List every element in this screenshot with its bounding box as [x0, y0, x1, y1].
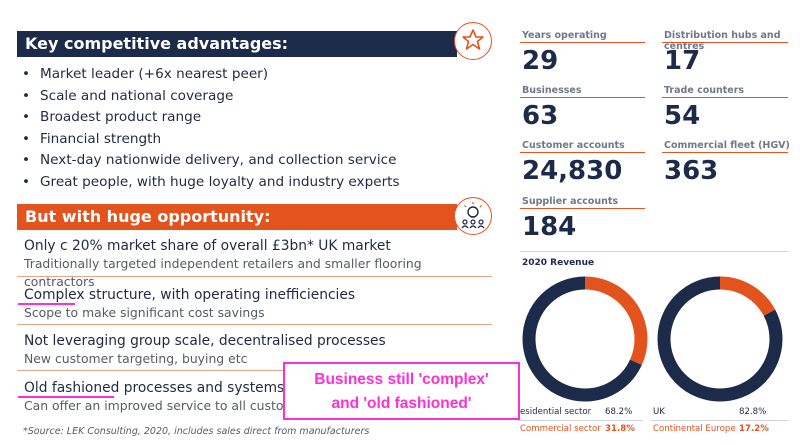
callout-box: Business still 'complex' and 'old fashio…	[283, 362, 520, 420]
stat-value-customer-accounts: 24,830	[522, 156, 623, 186]
legend-value-uk: 82.8%	[739, 407, 767, 417]
opportunity-detail: Scope to make significant cost savings	[24, 305, 265, 320]
list-item: • Broadest product range	[22, 109, 202, 125]
legend-value-europe: 17.2%	[739, 424, 769, 434]
callout-line-2: and 'old fashioned'	[331, 395, 472, 412]
opportunity-headline: Not leveraging group scale, decentralise…	[24, 333, 386, 349]
divider	[651, 420, 788, 421]
opportunity-item: Not leveraging group scale, decentralise…	[24, 332, 494, 368]
divider	[520, 42, 645, 43]
divider	[520, 152, 645, 153]
stat-label-hubs: Distribution hubs and centres	[664, 30, 781, 52]
stat-label-businesses: Businesses	[522, 85, 582, 96]
opportunity-headline: Complex structure, with operating ineffi…	[24, 287, 356, 303]
opportunity-detail: Can offer an improved service to all cus…	[24, 398, 284, 413]
opportunity-item: Only c 20% market share of overall £3bn*…	[24, 237, 494, 291]
opportunity-detail: Traditionally targeted independent retai…	[24, 256, 422, 289]
list-item: • Scale and national coverage	[22, 87, 234, 104]
callout-line-1: Business still 'complex'	[314, 371, 489, 388]
old-fashioned-underline	[18, 396, 114, 398]
opportunity-detail: New customer targeting, buying etc	[24, 351, 248, 366]
divider	[520, 251, 788, 252]
legend-label-europe: Continental Europe	[653, 424, 736, 434]
advantages-list: • Market leader (+6x nearest peer) • Scale…	[22, 64, 400, 193]
stat-value-years: 29	[522, 46, 559, 76]
opportunity-headline: Only c 20% market share of overall £3bn*…	[24, 238, 391, 254]
list-item: • Financial strength	[22, 130, 162, 147]
stat-value-suppliers: 184	[522, 212, 577, 242]
opportunity-item: Complex structure, with operating ineffi…	[24, 286, 494, 322]
complex-underline	[18, 303, 75, 305]
stat-value-businesses: 63	[522, 101, 559, 131]
legend-label-commercial: Commercial sector	[520, 424, 601, 434]
legend-label-residential: esidential sector	[520, 407, 592, 417]
opportunity-item: Old fashioned processes and systems Can …	[24, 379, 494, 415]
stat-label-customer-accounts: Customer accounts	[522, 140, 625, 151]
stat-value-fleet: 363	[664, 156, 719, 186]
legend-value-commercial: 31.8%	[605, 424, 635, 434]
lightbulb-team-icon	[454, 197, 492, 235]
stat-value-trade-counters: 54	[664, 101, 701, 131]
divider	[662, 152, 788, 153]
divider	[662, 42, 788, 43]
opportunity-headline: Old fashioned processes and systems	[24, 380, 285, 396]
stat-label-suppliers: Supplier accounts	[522, 196, 619, 207]
legend-label-uk: UK	[653, 407, 665, 417]
stat-label-fleet: Commercial fleet (HGV)	[664, 140, 790, 151]
stat-value-hubs: 17	[664, 46, 701, 76]
donut-slice	[657, 276, 783, 402]
advantages-banner: Key competitive advantages:	[17, 31, 457, 57]
list-item: • Market leader (+6x nearest peer)	[22, 66, 269, 82]
divider	[518, 420, 643, 421]
sector-donut	[522, 276, 648, 402]
divider	[662, 97, 788, 98]
divider	[17, 276, 492, 277]
stat-label-trade-counters: Trade counters	[664, 85, 745, 96]
advantages-title: Key competitive advantages:	[25, 34, 289, 53]
region-donut	[657, 276, 783, 402]
divider	[17, 324, 492, 325]
opportunity-banner: But with huge opportunity:	[17, 204, 457, 230]
opportunity-title: But with huge opportunity:	[25, 207, 271, 226]
divider	[17, 370, 492, 371]
revenue-title: 2020 Revenue	[522, 258, 595, 268]
footnote: *Source: LEK Consulting, 2020, includes …	[23, 426, 370, 437]
legend-value-residential: 68.2%	[605, 407, 633, 417]
donut-slice	[522, 276, 648, 402]
stat-label-years: Years operating	[522, 30, 607, 41]
list-item: • Great people, with huge loyalty and ind…	[22, 173, 400, 190]
divider	[520, 97, 645, 98]
star-badge-icon	[454, 22, 492, 60]
list-item: • Next-day nationwide delivery, and colle…	[22, 152, 397, 168]
divider	[520, 208, 645, 209]
